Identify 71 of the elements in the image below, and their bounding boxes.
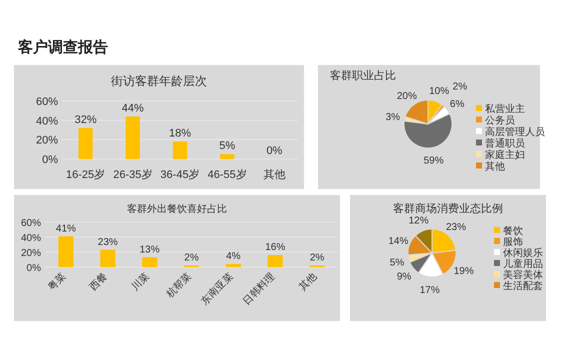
data-label: 41%: [56, 223, 76, 234]
data-label: 9%: [396, 272, 412, 283]
bar: [226, 264, 241, 267]
data-label: 59%: [424, 156, 444, 167]
data-label: 6%: [450, 98, 464, 110]
legend-label: 其他: [485, 160, 505, 172]
x-tick-label: 东南亚菜: [198, 270, 236, 308]
data-label: 5%: [219, 140, 236, 152]
legend-label: 私营业主: [485, 103, 525, 115]
x-tick-label: 日韩料理: [240, 270, 278, 308]
data-label: 2%: [184, 252, 199, 264]
x-tick-label: 川菜: [129, 270, 152, 294]
legend-label: 高层管理人员: [485, 126, 545, 138]
x-tick-label: 其他: [296, 270, 320, 294]
data-label: 23%: [98, 236, 118, 248]
data-label: 20%: [396, 90, 417, 102]
legend-label: 服饰: [503, 236, 523, 248]
bar: [78, 128, 93, 159]
legend-label: 普通职员: [485, 138, 525, 150]
bar: [58, 236, 74, 267]
data-label: 0%: [266, 145, 283, 157]
data-label: 5%: [390, 257, 404, 268]
data-label: 2%: [452, 81, 468, 92]
bar: [220, 154, 234, 159]
bar: [126, 116, 140, 159]
x-tick-label: 46-55岁: [208, 169, 247, 181]
y-tick-label: 20%: [36, 134, 58, 147]
legend-label: 休闲娱乐: [503, 247, 543, 259]
y-tick-label: 20%: [20, 248, 42, 259]
data-label: 23%: [446, 222, 466, 234]
legend-label: 家庭主妇: [485, 149, 525, 161]
y-tick-label: 0%: [42, 154, 58, 166]
x-tick-label: 西餐: [87, 270, 110, 294]
bar: [172, 142, 188, 159]
data-label: 32%: [74, 114, 97, 126]
legend-label: 餐饮: [503, 225, 523, 237]
text: 客户调查报告: [17, 38, 108, 56]
data-label: 18%: [168, 128, 192, 140]
x-tick-label: 粤菜: [45, 270, 68, 294]
data-label: 17%: [420, 284, 440, 296]
x-tick-label: 16-25岁: [66, 169, 106, 181]
y-tick-label: 40%: [20, 233, 42, 244]
x-tick-label: 26-35岁: [113, 169, 152, 181]
x-tick-label: 其他: [263, 168, 286, 181]
data-label: 12%: [408, 216, 429, 227]
chart-title: 客群外出餐饮喜好占比: [127, 203, 227, 215]
data-label: 16%: [265, 242, 286, 253]
legend-label: 生活配套: [503, 280, 543, 292]
y-tick-label: 0%: [26, 263, 42, 274]
data-label: 13%: [140, 244, 160, 256]
data-label: 3%: [386, 112, 400, 124]
legend-label: 公务员: [485, 114, 515, 126]
chart-title: 客群商场消费业态比例: [393, 202, 503, 215]
bar: [100, 250, 116, 267]
chart-title: 客群职业占比: [330, 69, 396, 82]
y-tick-label: 60%: [36, 96, 58, 108]
x-tick-label: 36-45岁: [160, 169, 200, 181]
y-tick-label: 40%: [36, 115, 58, 128]
data-label: 44%: [122, 102, 144, 114]
data-label: 14%: [388, 236, 408, 248]
data-label: 10%: [429, 86, 450, 97]
bar: [268, 255, 283, 267]
y-tick-label: 60%: [20, 218, 42, 229]
bar: [142, 257, 158, 267]
chart-title: 街访客群年龄层次: [111, 74, 207, 88]
data-label: 2%: [310, 252, 324, 264]
data-label: 19%: [454, 266, 474, 277]
x-tick-label: 杭帮菜: [163, 270, 194, 302]
legend-label: 美容美体: [503, 269, 543, 281]
data-label: 4%: [226, 251, 241, 262]
legend-label: 儿童用品: [503, 258, 543, 270]
